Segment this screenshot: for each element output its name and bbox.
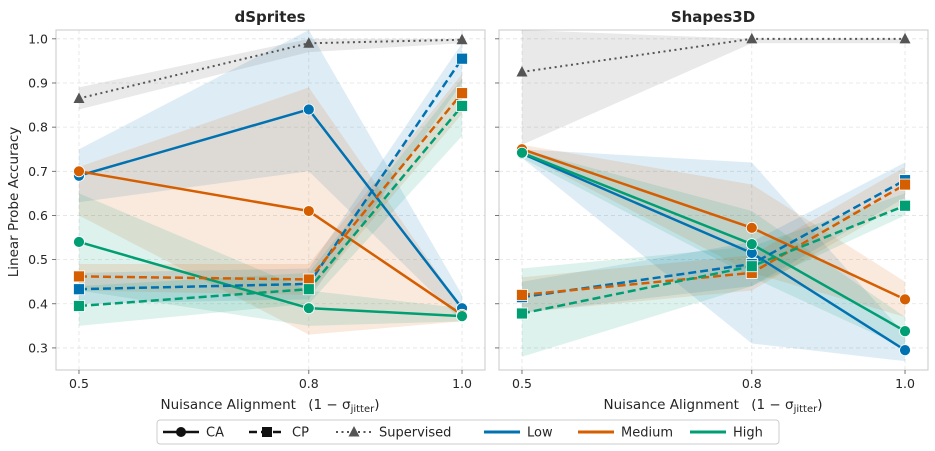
data-point	[73, 300, 85, 312]
data-point	[302, 283, 315, 296]
legend-label: Supervised	[379, 426, 451, 441]
y-tick-label: 0.5	[28, 252, 48, 267]
confidence-band	[78, 30, 463, 322]
legend-item-medium: Medium	[578, 426, 673, 441]
data-point	[456, 87, 468, 100]
data-point	[899, 293, 911, 306]
legend-label: Medium	[621, 426, 673, 441]
x-label-subscript: jitter	[350, 404, 376, 415]
data-point	[899, 325, 911, 338]
x-tick-label: 1.0	[452, 376, 472, 391]
panel-title-dsprites: dSprites	[234, 8, 305, 26]
data-point	[303, 37, 315, 48]
data-point	[73, 270, 85, 283]
x-tick-label: 0.5	[512, 376, 532, 391]
x-label-text: Nuisance Alignment	[160, 397, 295, 413]
x-tick-label: 0.8	[299, 376, 319, 391]
confidence-band	[521, 166, 906, 313]
series-line	[78, 38, 463, 100]
data-point	[73, 283, 85, 296]
data-point	[745, 238, 758, 251]
legend-frame	[156, 419, 780, 445]
y-axis-label: Linear Probe Accuracy	[6, 127, 22, 277]
x-axis-label-dsprites: Nuisance Alignment (1 − σjitter)	[160, 397, 379, 415]
x-label-subscript: jitter	[793, 404, 819, 415]
data-point	[516, 289, 528, 301]
plot-frame	[55, 29, 486, 371]
confidence-band	[521, 30, 906, 145]
panel-title-shapes3d: Shapes3D	[671, 8, 755, 26]
confidence-band	[78, 193, 463, 326]
data-point	[73, 165, 85, 178]
confidence-band	[521, 162, 906, 313]
data-point	[456, 100, 468, 112]
data-point	[516, 146, 528, 159]
data-point	[516, 307, 528, 320]
data-point	[302, 205, 315, 217]
legend-item-high: High	[690, 426, 763, 441]
legend-label: High	[733, 426, 763, 441]
data-point	[745, 260, 758, 273]
legend-label: CP	[292, 426, 309, 441]
data-point	[73, 92, 85, 103]
plot-area	[521, 30, 906, 362]
confidence-band	[521, 149, 906, 362]
legend-marker	[348, 426, 360, 437]
data-point	[745, 221, 758, 234]
legend-label: Low	[527, 426, 553, 441]
legend-item-cp: CP	[249, 426, 309, 441]
data-point	[516, 65, 528, 77]
x-label-math: (1 − σ	[751, 397, 794, 413]
x-axis-label-shapes3d: Nuisance Alignment (1 − σjitter)	[603, 397, 822, 415]
data-point	[456, 33, 468, 45]
data-point	[456, 52, 468, 65]
data-point	[899, 344, 911, 357]
legend-label: CA	[206, 426, 224, 441]
legend-marker	[262, 427, 272, 437]
y-tick-label: 0.4	[28, 296, 48, 311]
x-label-close: )	[374, 397, 379, 413]
panel-dsprites: dSprites 0.5 0.8 1.0 0.3 0.4 0.5 0.6 0.7 0.8 0.9 1…	[28, 8, 486, 391]
data-point	[456, 310, 468, 323]
data-point	[899, 32, 911, 44]
data-point	[302, 103, 315, 116]
y-tick-label: 1.0	[28, 31, 48, 46]
x-tick-label: 0.5	[69, 376, 89, 391]
legend: CA CP Supervised Low Medium High	[156, 419, 780, 445]
legend-marker	[176, 427, 186, 437]
confidence-band	[521, 144, 906, 318]
data-point	[899, 178, 911, 191]
y-tick-label: 0.9	[28, 75, 48, 90]
data-point	[73, 236, 85, 248]
confidence-band	[521, 149, 906, 348]
y-tick-label: 0.8	[28, 120, 48, 135]
legend-item-supervised: Supervised	[336, 426, 451, 441]
legend-item-low: Low	[484, 426, 553, 441]
y-tick-label: 0.7	[28, 164, 48, 179]
x-label-close: )	[817, 397, 822, 413]
confidence-band	[78, 38, 463, 110]
plot-area	[78, 30, 464, 335]
data-point	[899, 199, 911, 212]
y-tick-label: 0.3	[28, 340, 48, 355]
plot-frame	[498, 29, 929, 371]
x-label-math: (1 − σ	[308, 397, 351, 413]
data-point	[746, 32, 758, 44]
x-label-text: Nuisance Alignment	[603, 397, 738, 413]
confidence-band	[78, 78, 463, 326]
y-tick-label: 0.6	[28, 208, 48, 223]
data-point	[302, 302, 315, 315]
panel-shapes3d: Shapes3D 0.5 0.8 1.0	[495, 8, 929, 391]
x-tick-label: 1.0	[895, 376, 915, 391]
legend-item-ca: CA	[163, 426, 224, 441]
x-tick-label: 0.8	[742, 376, 762, 391]
